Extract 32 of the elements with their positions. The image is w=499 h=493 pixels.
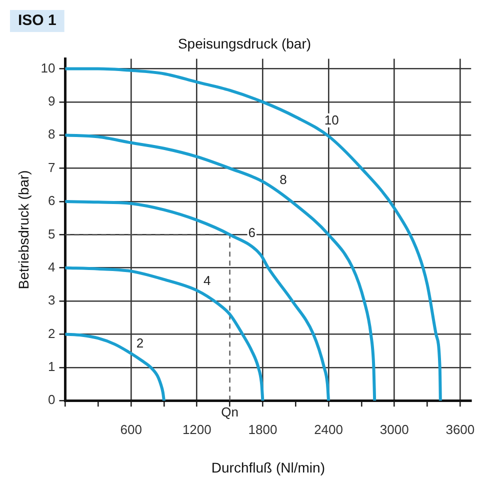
line-series [65, 332, 166, 401]
y-axis-title: Betriebsdruck (bar) [15, 170, 32, 290]
y-tick-label: 6 [48, 193, 56, 208]
y-tick-label: 8 [48, 126, 56, 142]
x-axis-title: Durchfluß (Nl/min) [211, 459, 325, 476]
text: ISO 1 [18, 12, 56, 30]
y-tick-label: 10 [40, 60, 56, 76]
y-tick-label: 1 [48, 358, 56, 374]
series-label: 10 [324, 112, 339, 128]
x-tick-label: 2400 [314, 422, 343, 437]
series-label: 2 [136, 335, 144, 350]
x-tick-label: 1200 [182, 422, 212, 437]
series-label: 4 [204, 273, 211, 288]
ref-line-label: Qn [221, 404, 238, 420]
line-series [65, 134, 376, 401]
y-tick-label: 9 [48, 94, 56, 109]
x-tick-label: 3000 [380, 422, 409, 437]
line-series [65, 67, 442, 401]
line-series [65, 266, 264, 401]
y-tick-label: 7 [48, 160, 56, 175]
y-tick-label: 3 [48, 292, 56, 308]
series-label: 6 [248, 225, 256, 240]
y-tick-label: 5 [48, 226, 56, 242]
line-series [65, 200, 330, 401]
x-tick-label: 1800 [248, 422, 278, 437]
y-tick-label: 2 [48, 326, 56, 341]
chart-title: Speisungsdruck (bar) [178, 35, 312, 52]
x-tick-label: 3600 [446, 422, 475, 437]
series-label: 8 [280, 172, 287, 187]
x-tick-label: 600 [120, 422, 142, 437]
y-tick-label: 0 [48, 392, 56, 408]
y-tick-label: 4 [48, 259, 56, 274]
